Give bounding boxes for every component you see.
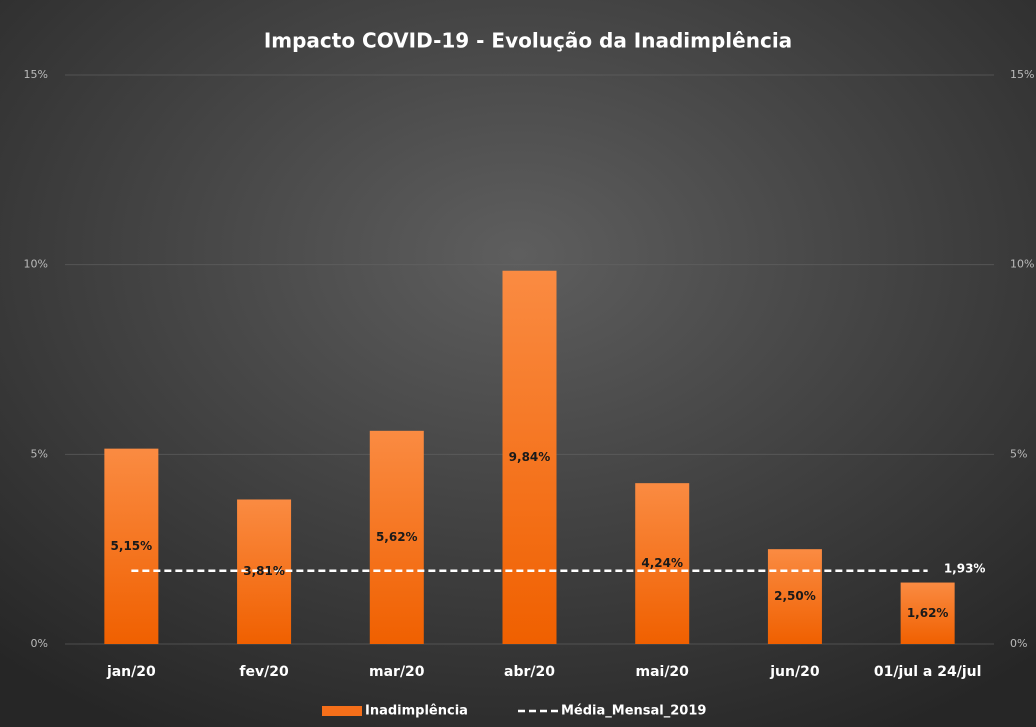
y2-tick-label: 5% [1010,447,1027,460]
x-tick-label: 01/jul a 24/jul [874,664,982,680]
x-tick-label: mar/20 [369,664,425,680]
y-tick-label: 15% [24,68,48,81]
bar [635,483,690,644]
x-tick-label: mai/20 [635,664,689,680]
bar [369,430,424,644]
bar [767,549,822,644]
data-label: 1,93% [944,561,986,575]
bar [900,582,955,644]
data-label: 5,15% [111,539,153,553]
x-tick-label: abr/20 [504,664,555,680]
bar [502,270,557,644]
data-label: 2,50% [774,589,816,603]
y-tick-label: 5% [31,447,48,460]
bar [104,448,159,644]
legend-label: Média_Mensal_2019 [561,704,706,719]
data-label: 3,81% [243,564,285,578]
x-tick-label: fev/20 [239,664,289,680]
data-label: 9,84% [509,450,551,464]
data-label: 5,62% [376,530,418,544]
y-tick-label: 10% [24,258,48,271]
chart-title: Impacto COVID-19 - Evolução da Inadimplê… [264,29,792,53]
data-label: 1,62% [907,606,949,620]
y-tick-label: 0% [31,637,48,650]
y2-tick-label: 10% [1010,258,1034,271]
y2-tick-label: 15% [1010,68,1034,81]
data-label: 4,24% [641,556,683,570]
legend-swatch [322,706,362,716]
x-tick-label: jun/20 [769,664,820,680]
y2-tick-label: 0% [1010,637,1027,650]
x-tick-label: jan/20 [106,664,156,680]
legend-label: Inadimplência [365,704,468,719]
